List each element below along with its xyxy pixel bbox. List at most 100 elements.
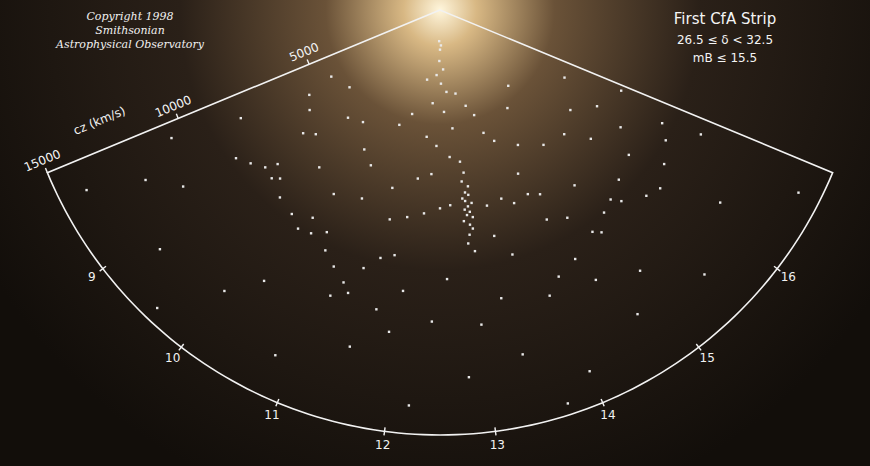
galaxy bbox=[573, 184, 575, 186]
galaxy bbox=[467, 185, 469, 187]
galaxy bbox=[315, 133, 317, 135]
galaxy bbox=[546, 218, 548, 220]
galaxy bbox=[279, 177, 281, 179]
galaxy bbox=[469, 223, 471, 225]
galaxy bbox=[461, 197, 463, 199]
galaxy bbox=[482, 132, 484, 134]
galaxy bbox=[235, 157, 237, 159]
tick-label: 13 bbox=[490, 438, 505, 452]
galaxy bbox=[574, 258, 576, 260]
galaxy bbox=[271, 177, 273, 179]
galaxy bbox=[391, 187, 393, 189]
galaxy bbox=[665, 139, 667, 141]
galaxy bbox=[330, 75, 332, 77]
galaxy bbox=[467, 242, 469, 244]
galaxy bbox=[426, 78, 428, 80]
galaxy bbox=[318, 166, 320, 168]
galaxy bbox=[548, 294, 550, 296]
galaxy bbox=[467, 205, 469, 207]
galaxy bbox=[375, 308, 377, 310]
galaxy bbox=[443, 111, 445, 113]
galaxy bbox=[440, 44, 442, 46]
galaxy bbox=[472, 227, 474, 229]
galaxy bbox=[493, 235, 495, 237]
credit: Copyright 1998 bbox=[86, 10, 173, 23]
galaxy bbox=[474, 250, 476, 252]
galaxy bbox=[486, 204, 488, 206]
galaxy bbox=[448, 156, 450, 158]
galaxy bbox=[264, 166, 266, 168]
galaxy bbox=[506, 107, 508, 109]
galaxy bbox=[566, 217, 568, 219]
cz-axis: 50001000015000 bbox=[22, 40, 321, 175]
galaxy bbox=[425, 136, 427, 138]
galaxy bbox=[557, 275, 559, 277]
galaxy bbox=[472, 216, 474, 218]
background bbox=[0, 0, 870, 466]
galaxy bbox=[159, 248, 161, 250]
galaxy bbox=[464, 105, 466, 107]
galaxy bbox=[435, 74, 437, 76]
galaxy bbox=[466, 214, 468, 216]
galaxy bbox=[464, 191, 466, 193]
galaxy bbox=[85, 189, 87, 191]
galaxy bbox=[379, 257, 381, 259]
tick-label: 5000 bbox=[287, 40, 321, 65]
tick-label: 12 bbox=[375, 438, 390, 452]
galaxy bbox=[659, 187, 661, 189]
galaxy bbox=[408, 404, 410, 406]
galaxy bbox=[333, 193, 335, 195]
galaxy bbox=[628, 154, 630, 156]
galaxy bbox=[470, 202, 472, 204]
galaxy bbox=[249, 162, 251, 164]
galaxy bbox=[302, 132, 304, 134]
galaxy bbox=[513, 202, 515, 204]
galaxy bbox=[274, 354, 276, 356]
tick-label: 9 bbox=[88, 270, 96, 284]
galaxy bbox=[645, 195, 647, 197]
tick-label: 16 bbox=[781, 270, 796, 284]
galaxy bbox=[620, 200, 622, 202]
tick bbox=[100, 266, 106, 271]
chart: 91011121314151650001000015000cz (km/s)Fi… bbox=[0, 0, 870, 466]
title: First CfA Strip bbox=[674, 10, 776, 28]
galaxy bbox=[591, 231, 593, 233]
galaxy bbox=[411, 113, 413, 115]
galaxy bbox=[324, 249, 326, 251]
tick-label: 14 bbox=[600, 408, 615, 422]
galaxy bbox=[595, 279, 597, 281]
galaxy bbox=[464, 200, 466, 202]
galaxy bbox=[600, 231, 602, 233]
tick-label: 10000 bbox=[153, 93, 194, 121]
tick bbox=[601, 399, 604, 406]
galaxy bbox=[440, 82, 442, 84]
galaxy bbox=[402, 290, 404, 292]
galaxy bbox=[442, 68, 444, 70]
galaxy bbox=[398, 124, 400, 126]
galaxy bbox=[797, 191, 799, 193]
galaxy bbox=[468, 376, 470, 378]
ra-axis: 910111213141516 bbox=[88, 266, 796, 451]
galaxy bbox=[279, 196, 281, 198]
annotation: mB ≤ 15.5 bbox=[693, 51, 757, 65]
galaxy bbox=[454, 92, 456, 94]
galaxy bbox=[639, 270, 641, 272]
tick bbox=[384, 427, 385, 435]
galaxy bbox=[362, 267, 364, 269]
galaxy bbox=[511, 253, 513, 255]
galaxy bbox=[362, 121, 364, 123]
tick bbox=[495, 427, 496, 435]
galaxy bbox=[569, 109, 571, 111]
galaxy bbox=[596, 105, 598, 107]
tick bbox=[307, 60, 309, 65]
galaxy bbox=[459, 160, 461, 162]
galaxy bbox=[393, 254, 395, 256]
galaxy bbox=[620, 89, 622, 91]
galaxy bbox=[463, 208, 465, 210]
galaxy bbox=[361, 197, 363, 199]
galaxy bbox=[263, 280, 265, 282]
galaxy bbox=[439, 48, 441, 50]
galaxy bbox=[507, 85, 509, 87]
tick bbox=[696, 344, 701, 350]
tick-label: 10 bbox=[165, 351, 180, 365]
